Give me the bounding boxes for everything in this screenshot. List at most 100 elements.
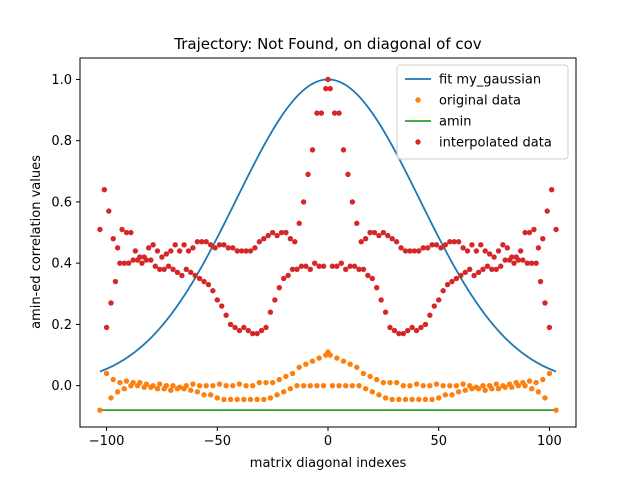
- data-point: [238, 248, 245, 254]
- data-point: [400, 330, 406, 337]
- data-point: [201, 392, 207, 398]
- x-tick-label: −100: [89, 434, 125, 449]
- data-point: [219, 303, 225, 309]
- data-point: [267, 309, 274, 315]
- data-point: [427, 312, 433, 318]
- data-point: [369, 275, 375, 282]
- data-point: [203, 239, 209, 245]
- data-point: [214, 395, 220, 401]
- data-point: [194, 239, 201, 245]
- data-point: [420, 382, 426, 389]
- data-point: [389, 396, 395, 403]
- data-point: [276, 376, 282, 383]
- data-point: [336, 382, 342, 389]
- data-point: [529, 260, 535, 266]
- data-point: [478, 242, 484, 248]
- data-point: [429, 396, 435, 403]
- data-point: [380, 379, 387, 386]
- data-point: [168, 387, 174, 393]
- data-point: [281, 389, 287, 395]
- data-point: [139, 260, 145, 266]
- data-point: [179, 272, 185, 279]
- y-tick-label: 1.0: [51, 73, 72, 88]
- data-point: [170, 266, 176, 272]
- data-point: [190, 381, 196, 387]
- data-point: [316, 263, 322, 269]
- data-point: [223, 312, 229, 318]
- data-point: [331, 110, 338, 116]
- data-point: [396, 396, 402, 403]
- data-point: [263, 379, 269, 386]
- data-point: [447, 382, 453, 389]
- chart-title: Trajectory: Not Found, on diagonal of co…: [173, 35, 481, 53]
- data-point: [274, 232, 280, 239]
- data-point: [529, 386, 535, 392]
- data-point: [216, 242, 223, 248]
- data-point: [294, 382, 300, 389]
- data-point: [203, 382, 209, 389]
- data-point: [247, 396, 254, 403]
- data-point: [407, 382, 413, 389]
- data-point: [522, 229, 528, 236]
- data-point: [207, 242, 214, 248]
- legend-label: fit my_gaussian: [439, 73, 541, 88]
- data-point: [438, 245, 444, 251]
- data-point: [97, 226, 103, 233]
- data-point: [455, 389, 462, 395]
- data-point: [356, 266, 362, 272]
- data-point: [413, 381, 420, 387]
- data-point: [422, 396, 429, 403]
- x-axis-label: matrix diagonal indexes: [250, 456, 407, 471]
- data-point: [460, 381, 466, 387]
- data-point: [509, 384, 515, 390]
- data-point: [276, 284, 282, 291]
- data-point: [374, 376, 380, 383]
- data-point: [360, 370, 367, 377]
- data-point: [369, 389, 375, 395]
- data-point: [398, 245, 404, 251]
- y-tick-label: 0.4: [51, 257, 72, 272]
- data-point: [163, 251, 170, 257]
- data-point: [365, 272, 371, 279]
- data-point: [533, 260, 539, 266]
- data-point: [540, 235, 546, 242]
- data-point: [343, 266, 349, 272]
- data-point: [236, 381, 243, 387]
- data-point: [196, 275, 203, 282]
- data-point: [544, 208, 550, 214]
- data-point: [362, 386, 369, 392]
- data-point: [161, 386, 167, 392]
- data-point: [340, 358, 347, 364]
- data-point: [145, 245, 152, 251]
- data-point: [103, 324, 110, 331]
- data-point: [121, 386, 127, 392]
- data-point: [376, 392, 382, 398]
- data-point: [256, 239, 263, 245]
- data-point: [269, 379, 276, 386]
- data-point: [531, 226, 537, 233]
- data-point: [165, 263, 172, 269]
- legend-marker-swatch: [415, 97, 421, 103]
- data-point: [157, 266, 163, 272]
- data-point: [460, 245, 466, 251]
- data-point: [289, 266, 296, 272]
- data-point: [154, 386, 161, 392]
- data-point: [535, 245, 542, 251]
- data-point: [261, 235, 267, 242]
- data-point: [314, 110, 320, 116]
- data-point: [418, 324, 424, 331]
- data-point: [336, 110, 342, 116]
- data-point: [537, 278, 544, 285]
- data-point: [458, 272, 464, 279]
- data-point: [548, 186, 555, 193]
- legend-label: interpolated data: [439, 136, 552, 151]
- data-point: [382, 309, 389, 315]
- data-point: [502, 257, 508, 263]
- data-point: [196, 382, 203, 389]
- data-point: [212, 245, 218, 251]
- data-point: [498, 263, 504, 269]
- data-point: [101, 186, 108, 193]
- data-point: [320, 382, 327, 389]
- data-point: [453, 382, 460, 389]
